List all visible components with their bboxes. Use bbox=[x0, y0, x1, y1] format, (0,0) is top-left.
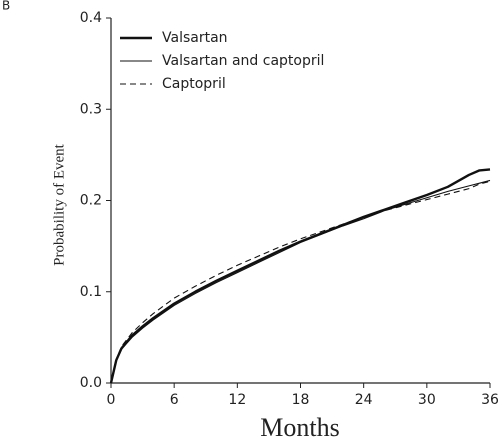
series-line bbox=[110, 180, 491, 384]
y-tick-label: 0.1 bbox=[80, 284, 102, 300]
y-tick-label: 0.4 bbox=[80, 10, 102, 26]
x-tick-label: 12 bbox=[228, 392, 246, 408]
x-tick-label: 30 bbox=[418, 392, 436, 408]
y-axis-title: Probability of Event bbox=[51, 143, 67, 265]
x-tick-label: 18 bbox=[292, 392, 310, 408]
panel-label: B bbox=[2, 0, 10, 13]
legend-label: Valsartan bbox=[162, 30, 228, 46]
legend-label: Captopril bbox=[162, 76, 226, 92]
series-line bbox=[110, 179, 491, 384]
y-tick-label: 0.0 bbox=[80, 375, 102, 391]
y-tick-label: 0.2 bbox=[80, 193, 102, 209]
x-tick-label: 24 bbox=[355, 392, 373, 408]
legend-label: Valsartan and captopril bbox=[162, 53, 324, 69]
x-tick-label: 6 bbox=[170, 392, 179, 408]
y-tick-label: 0.3 bbox=[80, 101, 102, 117]
x-axis-title: Months bbox=[260, 413, 339, 442]
x-tick-label: 0 bbox=[107, 392, 116, 408]
x-tick-label: 36 bbox=[481, 392, 499, 408]
series-line bbox=[109, 168, 491, 384]
